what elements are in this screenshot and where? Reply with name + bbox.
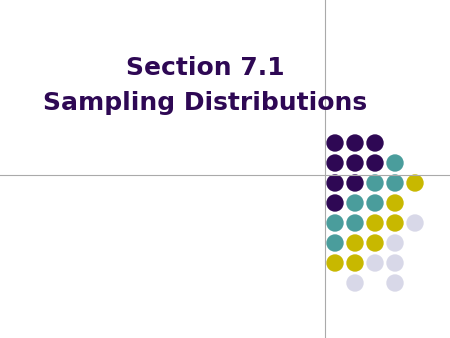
Circle shape	[407, 175, 423, 191]
Circle shape	[347, 155, 363, 171]
Circle shape	[387, 175, 403, 191]
Circle shape	[347, 175, 363, 191]
Circle shape	[387, 215, 403, 231]
Circle shape	[387, 155, 403, 171]
Circle shape	[347, 255, 363, 271]
Circle shape	[367, 155, 383, 171]
Circle shape	[327, 155, 343, 171]
Circle shape	[327, 215, 343, 231]
Circle shape	[327, 195, 343, 211]
Circle shape	[327, 235, 343, 251]
Circle shape	[347, 215, 363, 231]
Circle shape	[387, 255, 403, 271]
Circle shape	[407, 215, 423, 231]
Circle shape	[367, 255, 383, 271]
Circle shape	[367, 235, 383, 251]
Circle shape	[387, 195, 403, 211]
Circle shape	[367, 195, 383, 211]
Circle shape	[367, 215, 383, 231]
Circle shape	[387, 235, 403, 251]
Text: Section 7.1: Section 7.1	[126, 56, 284, 80]
Circle shape	[347, 275, 363, 291]
Circle shape	[387, 275, 403, 291]
Circle shape	[367, 135, 383, 151]
Circle shape	[347, 135, 363, 151]
Circle shape	[327, 175, 343, 191]
Circle shape	[347, 235, 363, 251]
Circle shape	[327, 135, 343, 151]
Circle shape	[367, 175, 383, 191]
Text: Sampling Distributions: Sampling Distributions	[43, 91, 367, 115]
Circle shape	[347, 195, 363, 211]
Circle shape	[327, 255, 343, 271]
